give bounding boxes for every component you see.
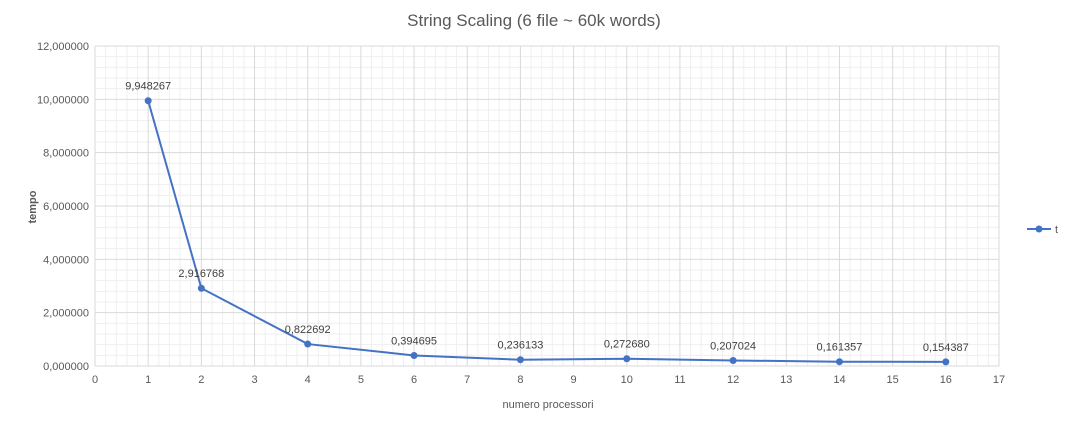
data-label: 0,154387 xyxy=(923,342,969,354)
data-label: 0,822692 xyxy=(285,324,331,336)
data-point xyxy=(623,355,631,363)
x-tick-label: 7 xyxy=(464,374,470,386)
data-point xyxy=(835,358,843,366)
x-tick-label: 6 xyxy=(411,374,417,386)
y-tick-label: 4,000000 xyxy=(43,254,89,266)
legend: t xyxy=(1027,224,1058,236)
data-label: 0,272680 xyxy=(604,339,650,351)
chart-title: String Scaling (6 file ~ 60k words) xyxy=(407,11,661,30)
data-point xyxy=(516,356,524,364)
x-axis-label: numero processori xyxy=(502,399,593,411)
y-tick-label: 8,000000 xyxy=(43,148,89,160)
x-tick-label: 2 xyxy=(198,374,204,386)
x-tick-label: 4 xyxy=(305,374,311,386)
series-line xyxy=(147,100,946,363)
data-label: 0,236133 xyxy=(497,340,543,352)
x-tick-label: 1 xyxy=(145,374,151,386)
data-label: 0,394695 xyxy=(391,335,437,347)
x-tick-label: 17 xyxy=(993,374,1005,386)
data-label: 2,916768 xyxy=(178,268,224,280)
y-tick-label: 2,000000 xyxy=(43,308,89,320)
data-point xyxy=(729,356,737,364)
x-tick-label: 12 xyxy=(727,374,739,386)
x-axis-ticks: 0 1 2 3 4 5 6 7 8 9 10 11 12 13 14 15 16 17 xyxy=(92,374,1005,386)
y-tick-label: 10,000000 xyxy=(37,94,89,106)
x-tick-label: 3 xyxy=(251,374,257,386)
data-point xyxy=(410,351,418,359)
x-tick-label: 8 xyxy=(517,374,523,386)
x-tick-label: 11 xyxy=(674,374,685,386)
x-tick-label: 0 xyxy=(92,374,98,386)
x-tick-label: 5 xyxy=(358,374,364,386)
x-tick-label: 13 xyxy=(780,374,792,386)
x-tick-label: 9 xyxy=(571,374,577,386)
x-tick-label: 15 xyxy=(887,374,899,386)
x-tick-label: 16 xyxy=(940,374,952,386)
data-label: 0,207024 xyxy=(710,340,756,352)
legend-marker xyxy=(1035,225,1043,233)
data-point xyxy=(197,284,205,292)
series-layer: 9,948267 2,916768 0,822692 0,394695 0,236133… xyxy=(125,81,969,366)
y-tick-label: 0,000000 xyxy=(43,361,89,373)
x-tick-label: 14 xyxy=(833,374,845,386)
y-tick-label: 12,000000 xyxy=(37,41,89,53)
y-axis-ticks: 0,000000 2,000000 4,000000 6,000000 8,000000… xyxy=(37,41,89,373)
data-label: 0,161357 xyxy=(817,342,863,354)
x-tick-label: 10 xyxy=(621,374,633,386)
y-axis-label: tempo xyxy=(27,190,39,223)
legend-label: t xyxy=(1055,224,1058,236)
data-point xyxy=(304,340,312,348)
y-tick-label: 6,000000 xyxy=(43,201,89,213)
data-label: 9,948267 xyxy=(125,81,171,93)
data-point xyxy=(942,358,950,366)
data-point xyxy=(144,97,152,105)
major-grid xyxy=(94,45,1000,367)
